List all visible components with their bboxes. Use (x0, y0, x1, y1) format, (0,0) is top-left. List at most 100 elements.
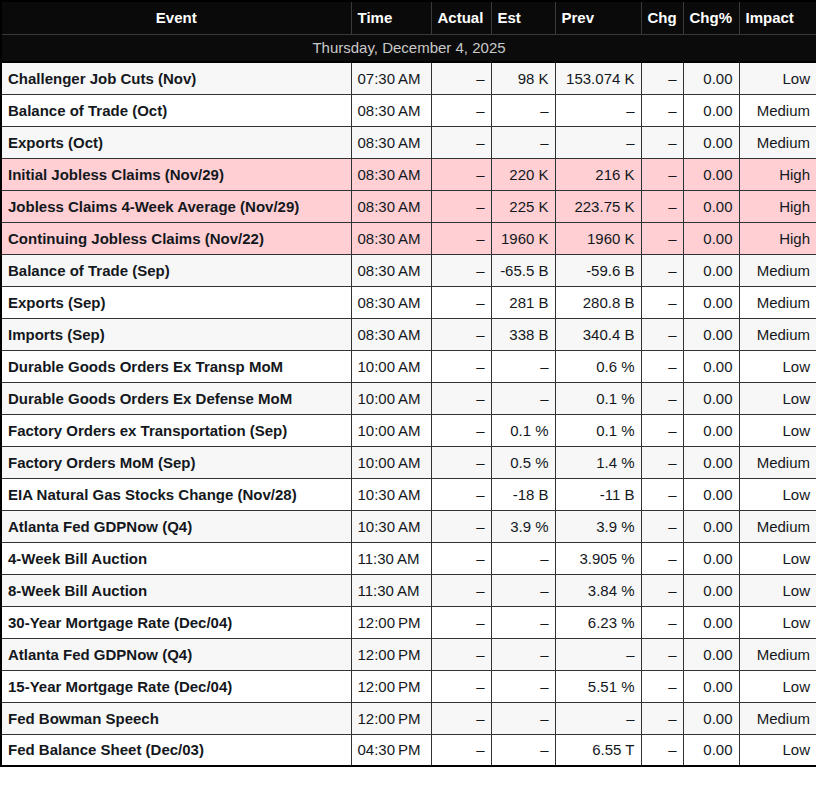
actual-cell: – (431, 574, 491, 606)
time-cell: 10:00 AM (351, 446, 431, 478)
chg-pct-cell: 0.00 (683, 510, 739, 542)
chg-pct-cell: 0.00 (683, 126, 739, 158)
time-cell: 12:00 PM (351, 638, 431, 670)
prev-cell: 3.9 % (555, 510, 641, 542)
prev-cell: – (555, 94, 641, 126)
est-cell: – (491, 350, 555, 382)
impact-cell: Low (739, 670, 816, 702)
est-cell: – (491, 542, 555, 574)
impact-cell: Medium (739, 702, 816, 734)
est-cell: – (491, 382, 555, 414)
est-cell: – (491, 702, 555, 734)
chg-cell: – (641, 670, 683, 702)
event-cell: Exports (Sep) (1, 286, 351, 318)
table-row[interactable]: Durable Goods Orders Ex Defense MoM10:00… (1, 382, 816, 414)
est-cell: – (491, 734, 555, 766)
actual-cell: – (431, 222, 491, 254)
actual-cell: – (431, 158, 491, 190)
chg-cell: – (641, 478, 683, 510)
time-cell: 12:00 PM (351, 670, 431, 702)
est-cell: 338 B (491, 318, 555, 350)
prev-cell: 0.1 % (555, 382, 641, 414)
chg-cell: – (641, 382, 683, 414)
time-cell: 11:30 AM (351, 542, 431, 574)
impact-cell: High (739, 158, 816, 190)
table-row[interactable]: Balance of Trade (Sep)08:30 AM–-65.5 B-5… (1, 254, 816, 286)
event-cell: Balance of Trade (Oct) (1, 94, 351, 126)
table-row[interactable]: Initial Jobless Claims (Nov/29)08:30 AM–… (1, 158, 816, 190)
table-row[interactable]: Exports (Oct)08:30 AM––––0.00Medium (1, 126, 816, 158)
chg-cell: – (641, 254, 683, 286)
est-cell: 281 B (491, 286, 555, 318)
column-header-row: Event Time Actual Est Prev Chg Chg% Impa… (1, 1, 816, 34)
time-cell: 08:30 AM (351, 158, 431, 190)
table-row[interactable]: Challenger Job Cuts (Nov)07:30 AM–98 K15… (1, 62, 816, 94)
table-row[interactable]: Factory Orders MoM (Sep)10:00 AM–0.5 %1.… (1, 446, 816, 478)
chg-cell: – (641, 190, 683, 222)
event-cell: Atlanta Fed GDPNow (Q4) (1, 510, 351, 542)
column-header-chg: Chg (641, 1, 683, 34)
table-row[interactable]: Exports (Sep)08:30 AM–281 B280.8 B–0.00M… (1, 286, 816, 318)
table-row[interactable]: Durable Goods Orders Ex Transp MoM10:00 … (1, 350, 816, 382)
chg-pct-cell: 0.00 (683, 382, 739, 414)
prev-cell: 0.1 % (555, 414, 641, 446)
impact-cell: Low (739, 734, 816, 766)
table-row[interactable]: 15-Year Mortgage Rate (Dec/04)12:00 PM––… (1, 670, 816, 702)
actual-cell: – (431, 318, 491, 350)
actual-cell: – (431, 638, 491, 670)
table-row[interactable]: Fed Bowman Speech12:00 PM––––0.00Medium (1, 702, 816, 734)
column-header-est: Est (491, 1, 555, 34)
table-row[interactable]: 30-Year Mortgage Rate (Dec/04)12:00 PM––… (1, 606, 816, 638)
table-row[interactable]: Atlanta Fed GDPNow (Q4)12:00 PM––––0.00M… (1, 638, 816, 670)
prev-cell: 153.074 K (555, 62, 641, 94)
chg-cell: – (641, 62, 683, 94)
table-row[interactable]: Balance of Trade (Oct)08:30 AM––––0.00Me… (1, 94, 816, 126)
column-header-actual: Actual (431, 1, 491, 34)
actual-cell: – (431, 670, 491, 702)
est-cell: 98 K (491, 62, 555, 94)
time-cell: 10:00 AM (351, 350, 431, 382)
event-cell: 15-Year Mortgage Rate (Dec/04) (1, 670, 351, 702)
event-cell: Balance of Trade (Sep) (1, 254, 351, 286)
prev-cell: 1960 K (555, 222, 641, 254)
est-cell: – (491, 670, 555, 702)
chg-pct-cell: 0.00 (683, 606, 739, 638)
prev-cell: 280.8 B (555, 286, 641, 318)
event-cell: 30-Year Mortgage Rate (Dec/04) (1, 606, 351, 638)
impact-cell: Low (739, 350, 816, 382)
table-row[interactable]: 8-Week Bill Auction11:30 AM––3.84 %–0.00… (1, 574, 816, 606)
prev-cell: 5.51 % (555, 670, 641, 702)
chg-pct-cell: 0.00 (683, 542, 739, 574)
actual-cell: – (431, 382, 491, 414)
table-row[interactable]: Factory Orders ex Transportation (Sep)10… (1, 414, 816, 446)
chg-pct-cell: 0.00 (683, 94, 739, 126)
table-row[interactable]: Fed Balance Sheet (Dec/03)04:30 PM––6.55… (1, 734, 816, 766)
chg-cell: – (641, 222, 683, 254)
table-row[interactable]: Jobless Claims 4-Week Average (Nov/29)08… (1, 190, 816, 222)
prev-cell: -59.6 B (555, 254, 641, 286)
actual-cell: – (431, 126, 491, 158)
est-cell: 220 K (491, 158, 555, 190)
table-row[interactable]: Imports (Sep)08:30 AM–338 B340.4 B–0.00M… (1, 318, 816, 350)
impact-cell: Medium (739, 446, 816, 478)
chg-pct-cell: 0.00 (683, 638, 739, 670)
table-row[interactable]: 4-Week Bill Auction11:30 AM––3.905 %–0.0… (1, 542, 816, 574)
prev-cell: – (555, 702, 641, 734)
event-cell: Durable Goods Orders Ex Defense MoM (1, 382, 351, 414)
actual-cell: – (431, 702, 491, 734)
prev-cell: -11 B (555, 478, 641, 510)
table-row[interactable]: EIA Natural Gas Stocks Change (Nov/28)10… (1, 478, 816, 510)
est-cell: -65.5 B (491, 254, 555, 286)
table-row[interactable]: Atlanta Fed GDPNow (Q4)10:30 AM–3.9 %3.9… (1, 510, 816, 542)
chg-cell: – (641, 414, 683, 446)
chg-cell: – (641, 350, 683, 382)
prev-cell: 0.6 % (555, 350, 641, 382)
actual-cell: – (431, 286, 491, 318)
impact-cell: High (739, 222, 816, 254)
impact-cell: Low (739, 62, 816, 94)
event-cell: Factory Orders MoM (Sep) (1, 446, 351, 478)
table-row[interactable]: Continuing Jobless Claims (Nov/22)08:30 … (1, 222, 816, 254)
chg-pct-cell: 0.00 (683, 574, 739, 606)
event-cell: 8-Week Bill Auction (1, 574, 351, 606)
prev-cell: 6.55 T (555, 734, 641, 766)
